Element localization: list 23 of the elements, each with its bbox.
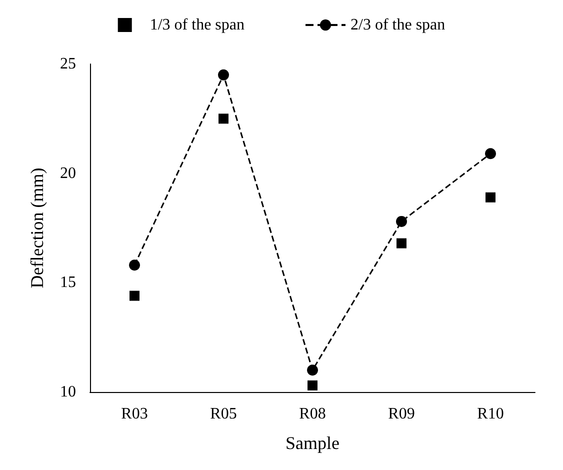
point [486,192,496,202]
point [396,216,407,227]
point [307,364,318,376]
point [396,238,406,248]
legend-label: 2/3 of the span [350,16,446,34]
point [218,114,228,124]
point [218,69,229,80]
legend-label: 1/3 of the span [150,16,245,34]
y-tick-label: 25 [60,56,76,72]
x-tick-label: R08 [299,406,326,422]
x-tick-label: R05 [210,406,237,422]
x-tick-label: R03 [121,406,148,422]
y-tick-label: 15 [60,274,76,292]
point [485,148,496,160]
x-tick-label: R09 [388,406,415,422]
point [308,380,318,390]
point [130,290,140,301]
y-tick-label: 20 [60,164,76,182]
y-tick-label: 10 [60,384,76,400]
x-axis-title: Sample [286,433,340,453]
y-axis-title: Deflection (mm) [27,168,47,288]
x-tick-label: R10 [477,406,504,422]
point [129,260,140,271]
